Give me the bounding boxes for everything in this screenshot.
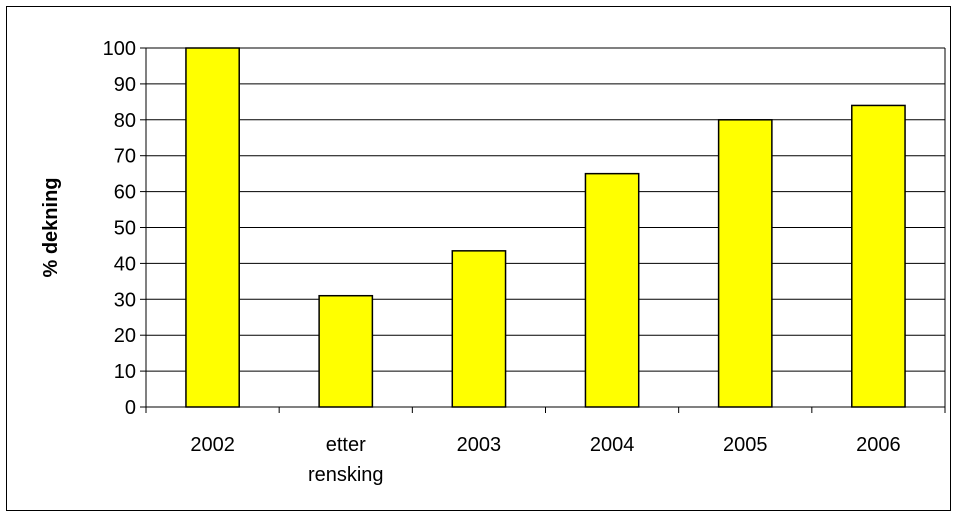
bar: [584, 172, 640, 408]
bar: [451, 250, 507, 408]
x-category-label-line: 2006: [856, 434, 901, 456]
y-tick-label: 80: [114, 110, 136, 132]
y-tick-label: 90: [114, 74, 136, 96]
y-tick-label: 40: [114, 253, 136, 275]
bar: [185, 47, 240, 408]
bar: [851, 104, 906, 408]
x-category-label-line: 2004: [590, 434, 635, 456]
chart-frame: 0 10 20 30 40 50 60 70 80 90 100 2002 etter rensking…: [6, 6, 951, 511]
y-axis-title: % dekning: [40, 177, 62, 277]
y-tick-label: 70: [114, 146, 136, 168]
y-tick-label: 60: [114, 182, 136, 204]
x-category-label: 2006: [856, 434, 901, 456]
y-tick-label: 100: [103, 38, 136, 60]
axes: [140, 47, 946, 413]
gridlines: [146, 47, 945, 408]
x-category-label: 2002: [190, 434, 235, 456]
x-category-label-line: 2003: [457, 434, 502, 456]
x-category-label-line: etter: [326, 434, 366, 456]
x-category-label-line: 2002: [190, 434, 235, 456]
bar: [318, 294, 374, 408]
y-tick-label: 10: [114, 361, 136, 383]
bar: [717, 119, 773, 408]
y-tick-label: 50: [114, 218, 136, 240]
x-category-label-line: rensking: [308, 464, 384, 486]
bar-chart: 0 10 20 30 40 50 60 70 80 90 100 2002 etter rensking…: [40, 38, 946, 486]
x-category-label-line: 2005: [723, 434, 768, 456]
y-tick-label: 0: [125, 397, 136, 419]
x-category-label: 2003: [457, 434, 502, 456]
y-tick-label: 20: [114, 325, 136, 347]
bars: [185, 47, 906, 408]
x-category-label: etter rensking: [308, 434, 384, 486]
x-category-labels: 2002 etter rensking 2003 2004 2005 2006: [190, 434, 900, 486]
y-tick-labels: 0 10 20 30 40 50 60 70 80 90 100: [103, 38, 136, 419]
x-category-label: 2005: [723, 434, 768, 456]
y-tick-label: 30: [114, 289, 136, 311]
x-category-label: 2004: [590, 434, 635, 456]
